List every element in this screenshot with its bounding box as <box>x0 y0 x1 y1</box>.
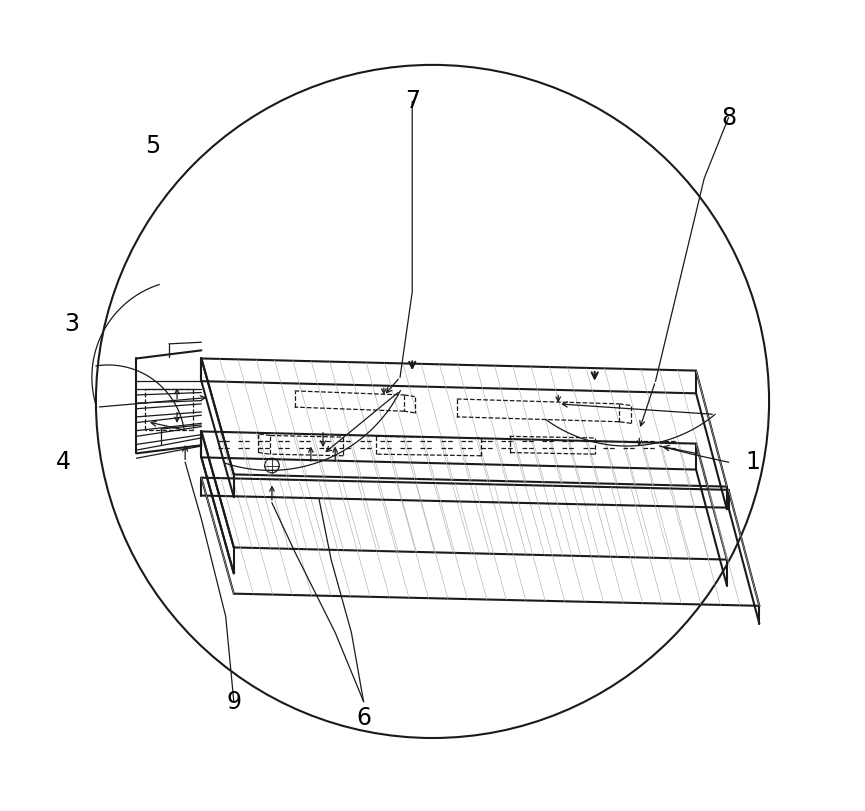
Text: 9: 9 <box>227 689 241 714</box>
Text: 1: 1 <box>746 450 760 474</box>
Text: 4: 4 <box>56 450 71 474</box>
Text: 7: 7 <box>405 89 420 114</box>
Text: 8: 8 <box>721 105 736 130</box>
Text: 3: 3 <box>64 312 79 337</box>
Text: 5: 5 <box>145 134 160 158</box>
Text: 6: 6 <box>356 706 371 730</box>
